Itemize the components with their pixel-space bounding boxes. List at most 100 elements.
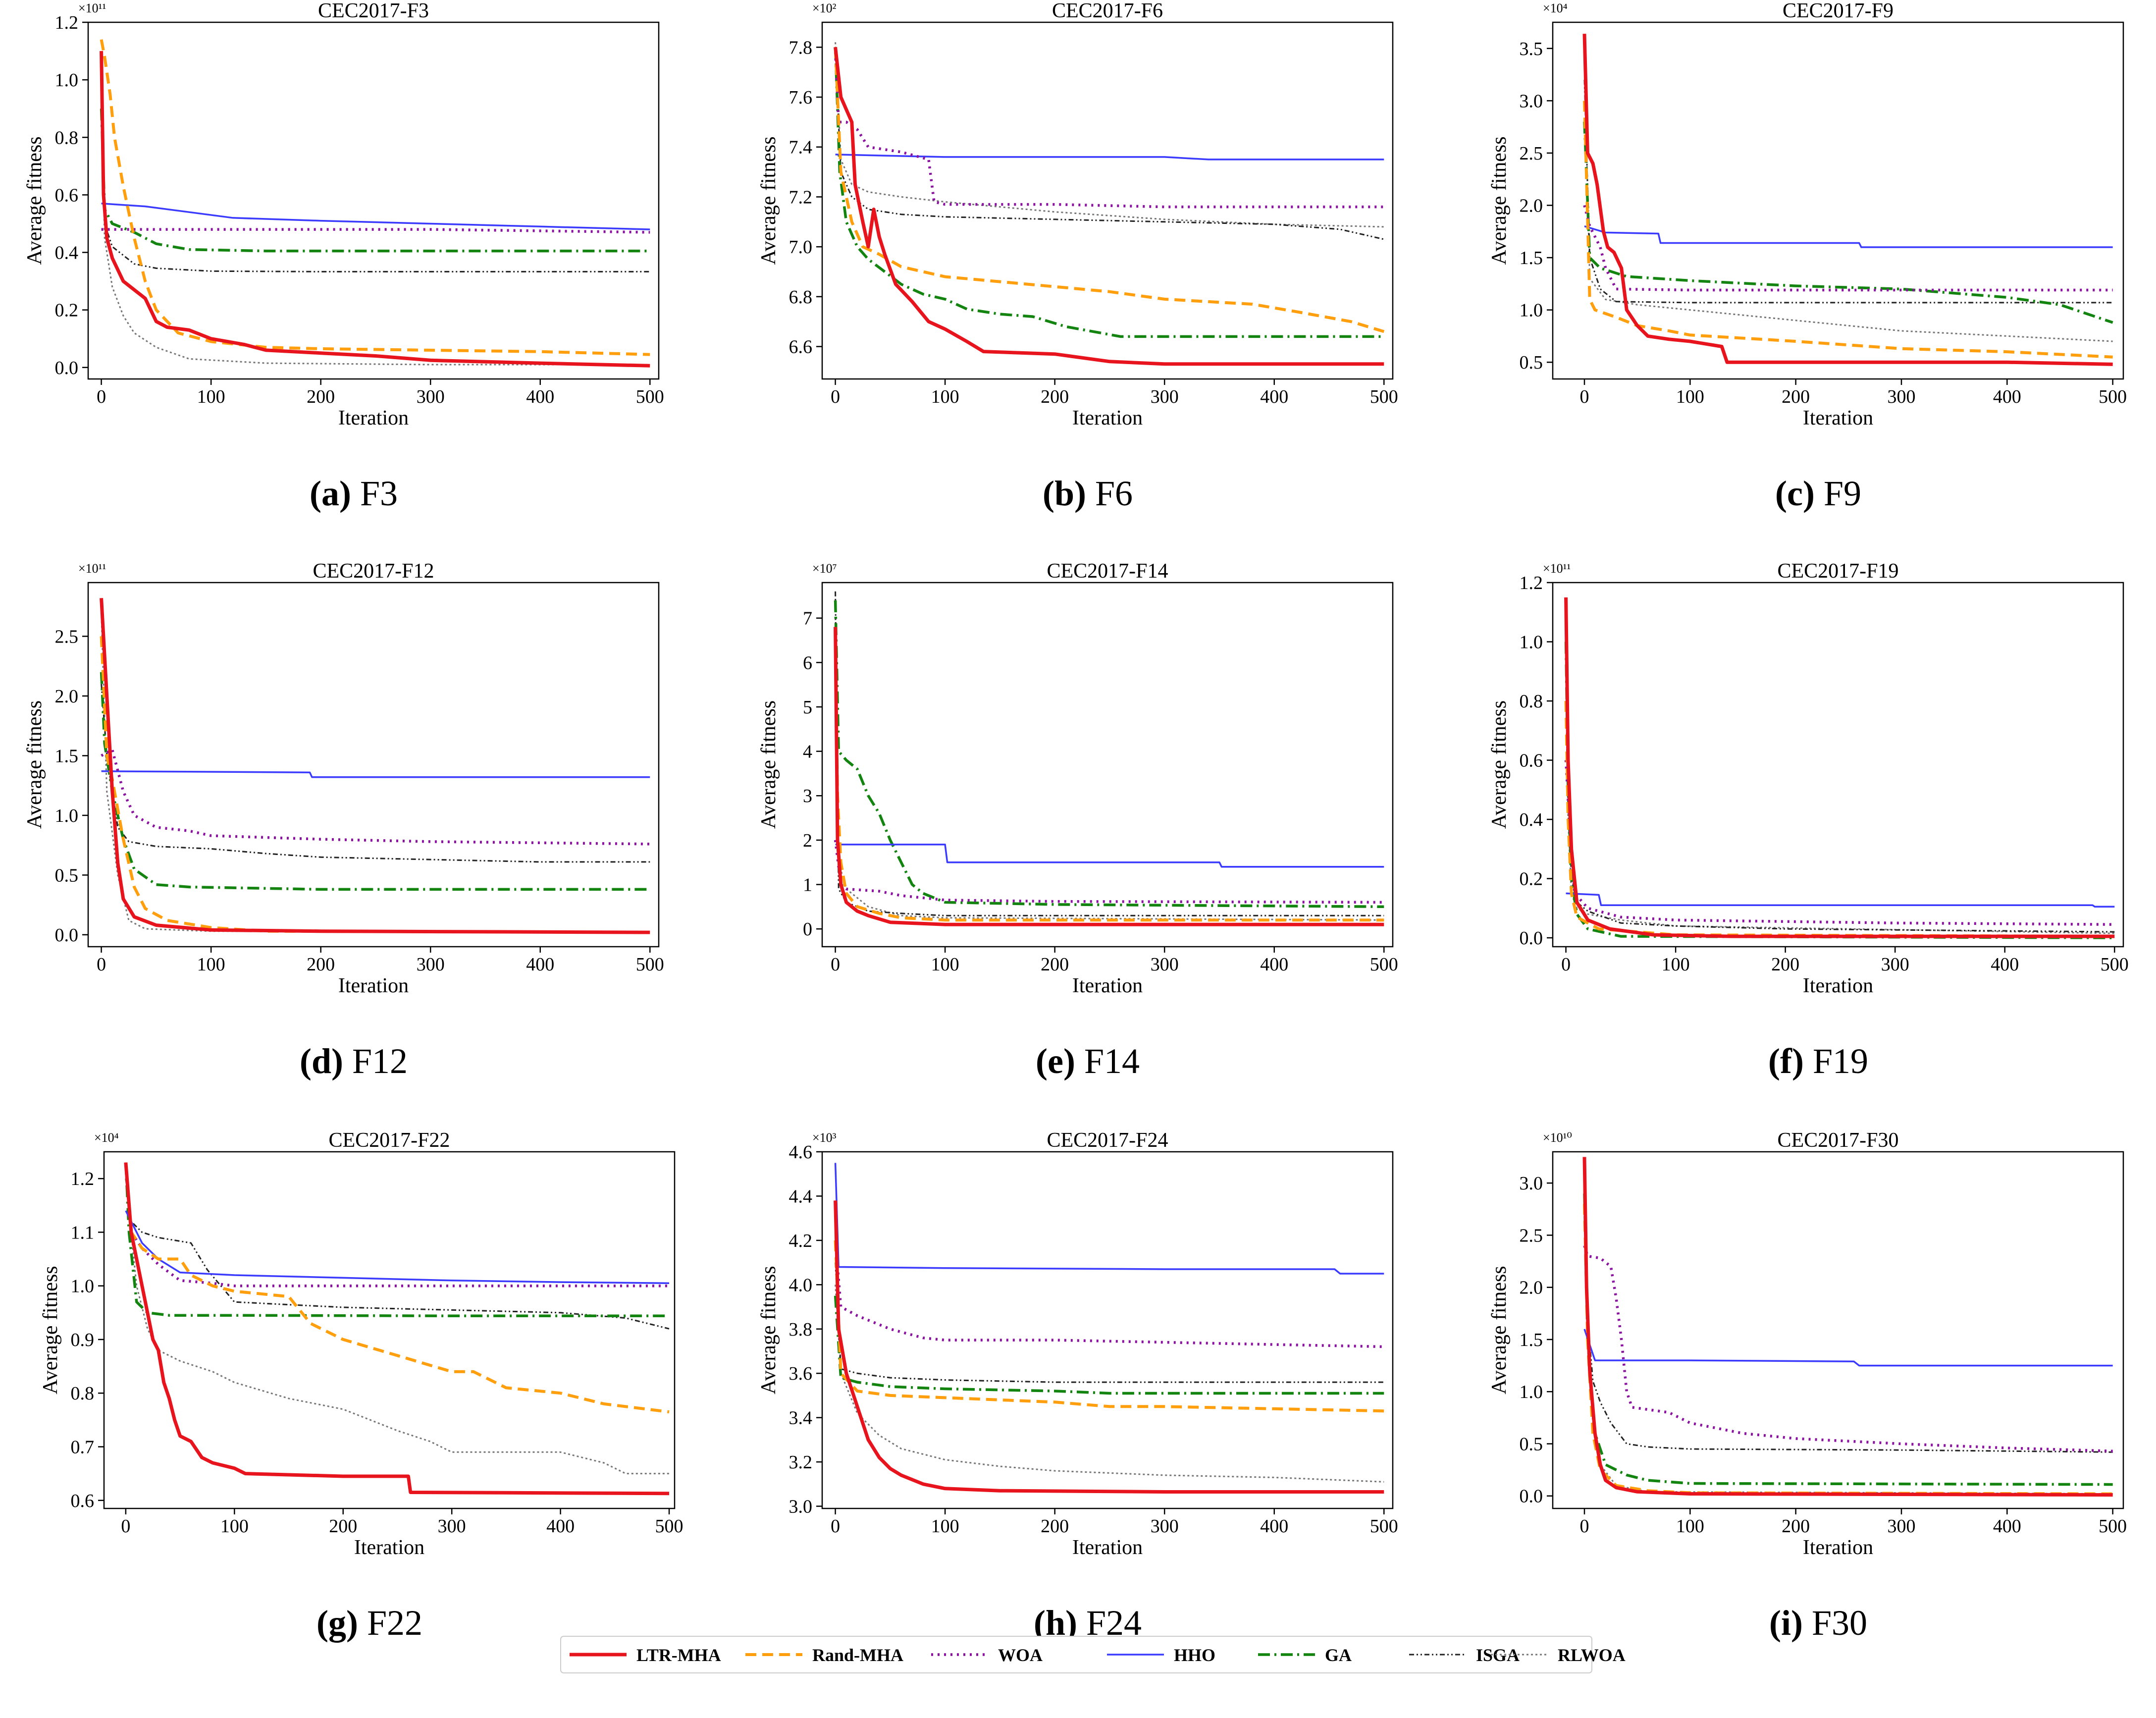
y-tick-label: 1.5 [55,746,79,766]
y-tick-label: 3.0 [789,1497,813,1517]
y-tick-label: 3.6 [789,1363,813,1384]
y-tick-label: 3.0 [1520,1173,1543,1194]
plot-frame [821,582,1394,948]
chart-title: CEC2017-F3 [318,0,429,22]
y-tick-label: 7.2 [789,187,813,208]
series-line-hho [1583,1329,2113,1367]
x-tick-label: 400 [1991,954,2019,975]
y-tick-label: 1.1 [71,1222,95,1243]
panel-caption: (b) F6 [1043,474,1133,513]
y-axis-multiplier: ×10⁷ [812,561,837,576]
chart-panels: 0 100 200 300 400 5000.00.20.40.60.81.01.2CEC… [23,0,2129,1643]
series-line-rlwoa [125,1168,669,1475]
y-tick-label: 6 [803,652,812,673]
series-line-woa [124,1162,669,1288]
series-line-rlwoa [101,94,650,366]
series-line-isga [125,1178,670,1330]
series-line-ltr-mha [124,1162,670,1496]
series-group [100,598,650,934]
y-tick-label: 4.2 [789,1231,813,1251]
x-tick-label: 300 [1151,386,1179,407]
series-line-hho [101,770,650,778]
chart-title: CEC2017-F12 [313,560,434,583]
caption-name: F30 [1803,1603,1867,1643]
series-line-woa [834,1240,1384,1348]
chart-panel: 0 100 200 300 400 500 0.0 0.2 0.4 0.6 0.8 1.0 1.2 CEC… [23,0,664,513]
x-tick-label: 200 [1041,1516,1069,1537]
panel-caption: (c) F9 [1775,474,1861,513]
legend-label: GA [1325,1645,1352,1665]
x-tick-label: 500 [2099,386,2127,407]
y-tick-label: 1.0 [1520,300,1543,321]
x-tick-label: 400 [526,386,554,407]
chart-panel: 0 100 200 300 400 500 0.0 0.5 1.0 1.5 2.0 2.5 CEC201… [23,560,664,1081]
y-tick-label: 0.5 [1520,1434,1543,1454]
x-tick-label: 200 [1782,386,1810,407]
series-line-rand-mha [1564,700,2115,938]
x-axis-label: Iteration [1803,407,1873,430]
y-tick-label: 7 [803,608,812,629]
y-tick-label: 0.5 [55,865,79,886]
plot-frame [821,1151,1394,1509]
chart-title: CEC2017-F30 [1777,1129,1898,1152]
caption-name: F22 [358,1603,422,1643]
caption-name: F6 [1086,474,1133,513]
x-tick-label: 0 [97,386,106,407]
y-tick-label: 0.6 [1520,751,1543,771]
y-tick-label: 1 [803,875,812,896]
y-tick-label: 1.5 [1520,248,1543,268]
y-tick-label: 2.0 [1520,196,1543,216]
series-group [124,1162,670,1496]
series-group [834,591,1384,926]
series-line-ltr-mha [834,47,1384,366]
caption-name: F3 [351,474,398,513]
chart-panel: 0 100 200 300 400 500 6.6 6.8 7.0 7.2 7.4 7.6 7.8 CEC… [757,0,1398,513]
series-group [834,42,1385,366]
y-axis-multiplier: ×10³ [812,1130,837,1145]
x-tick-label: 0 [1561,954,1571,975]
y-tick-label: 0.2 [1520,869,1543,890]
y-axis-multiplier: ×10² [812,1,837,15]
series-line-rlwoa [835,618,1384,921]
x-tick-label: 300 [438,1516,466,1537]
series-line-hho [835,844,1384,868]
series-line-rlwoa [1583,58,2113,342]
y-axis-multiplier: ×10¹¹ [1543,561,1571,576]
chart-panel: 0 100 200 300 400 500 0.0 0.2 0.4 0.6 0.8 1.0 1.2 CEC… [1488,560,2129,1081]
y-axis-multiplier: ×10⁴ [94,1130,119,1145]
x-tick-label: 100 [931,1516,959,1537]
legend-label: WOA [998,1645,1043,1665]
chart-panel: 0 100 200 300 400 500 0.0 0.5 1.0 1.5 2.0 2.5 3.0 CEC… [1488,1129,2127,1643]
panel-caption: (f) F19 [1768,1041,1868,1081]
series-group [100,39,650,368]
caption-letter: (g) [316,1603,358,1643]
y-tick-label: 0.8 [55,127,79,148]
chart-title: CEC2017-F24 [1047,1129,1168,1152]
series-line-rand-mha [124,1162,670,1414]
chart-panel: 0 100 200 300 400 500 0.6 0.7 0.8 0.9 1.0 1.1 1.2 CEC… [39,1129,684,1643]
y-tick-label: 3.0 [1520,91,1543,111]
series-line-ga [834,47,1384,338]
y-tick-label: 1.2 [55,12,79,33]
caption-letter: (c) [1775,474,1815,513]
x-tick-label: 0 [831,1516,840,1537]
y-tick-label: 1.0 [71,1276,95,1297]
x-tick-label: 200 [329,1516,357,1537]
y-tick-label: 1.0 [1520,1382,1543,1402]
y-tick-label: 7.6 [789,87,813,108]
series-line-rlwoa [101,612,650,933]
y-tick-label: 2.5 [1520,143,1543,164]
x-tick-label: 200 [1782,1516,1810,1537]
y-tick-label: 0.8 [71,1383,95,1404]
series-line-hho [1584,225,2113,248]
y-tick-label: 0.9 [71,1330,95,1350]
y-tick-label: 2 [803,830,812,851]
series-line-hho [835,154,1384,161]
y-tick-label: 0.4 [55,243,79,264]
y-tick-label: 0.2 [55,300,79,321]
x-tick-label: 300 [417,954,445,975]
plot-frame [1552,582,2124,948]
y-tick-label: 2.0 [1520,1278,1543,1298]
y-tick-label: 7.4 [789,137,813,158]
